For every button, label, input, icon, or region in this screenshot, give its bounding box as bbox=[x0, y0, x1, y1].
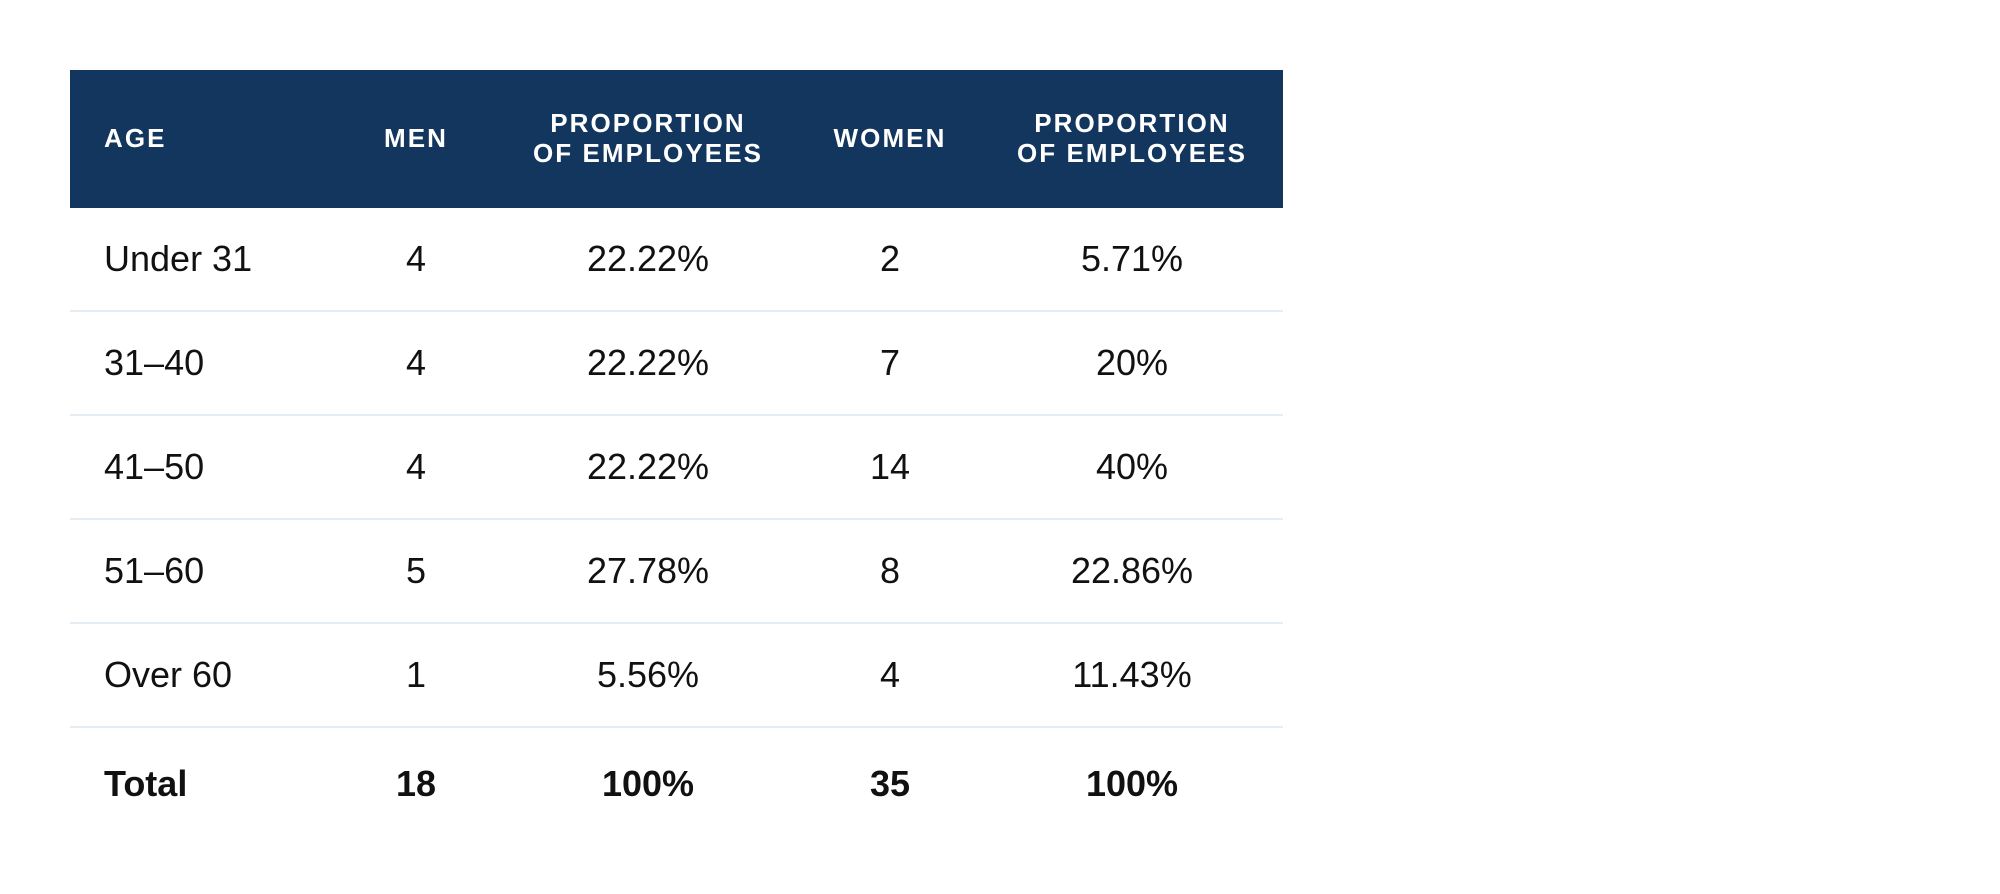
cell-women: 8 bbox=[799, 519, 981, 623]
cell-men-pct: 27.78% bbox=[497, 519, 799, 623]
cell-total-women-pct: 100% bbox=[981, 727, 1283, 840]
table-row: 41–50 4 22.22% 14 40% bbox=[70, 415, 1283, 519]
cell-men-pct: 22.22% bbox=[497, 415, 799, 519]
table-header-row: AGE MEN PROPORTIONOF EMPLOYEES WOMEN PRO… bbox=[70, 70, 1283, 208]
cell-women-pct: 11.43% bbox=[981, 623, 1283, 727]
cell-age: 51–60 bbox=[70, 519, 335, 623]
cell-women: 4 bbox=[799, 623, 981, 727]
col-header-men: MEN bbox=[335, 70, 497, 208]
table-row: Under 31 4 22.22% 2 5.71% bbox=[70, 208, 1283, 311]
table-row: 51–60 5 27.78% 8 22.86% bbox=[70, 519, 1283, 623]
table-row: 31–40 4 22.22% 7 20% bbox=[70, 311, 1283, 415]
employee-age-table: AGE MEN PROPORTIONOF EMPLOYEES WOMEN PRO… bbox=[70, 70, 1283, 840]
table-total-row: Total 18 100% 35 100% bbox=[70, 727, 1283, 840]
cell-total-men-pct: 100% bbox=[497, 727, 799, 840]
cell-age: 41–50 bbox=[70, 415, 335, 519]
col-header-women-pct: PROPORTIONOF EMPLOYEES bbox=[981, 70, 1283, 208]
cell-total-men: 18 bbox=[335, 727, 497, 840]
cell-women-pct: 20% bbox=[981, 311, 1283, 415]
cell-women: 2 bbox=[799, 208, 981, 311]
cell-women-pct: 40% bbox=[981, 415, 1283, 519]
table-body: Under 31 4 22.22% 2 5.71% 31–40 4 22.22%… bbox=[70, 208, 1283, 840]
col-header-age: AGE bbox=[70, 70, 335, 208]
cell-women: 7 bbox=[799, 311, 981, 415]
cell-men: 4 bbox=[335, 311, 497, 415]
cell-men-pct: 5.56% bbox=[497, 623, 799, 727]
col-header-men-pct: PROPORTIONOF EMPLOYEES bbox=[497, 70, 799, 208]
cell-age: Over 60 bbox=[70, 623, 335, 727]
cell-men-pct: 22.22% bbox=[497, 208, 799, 311]
cell-women-pct: 22.86% bbox=[981, 519, 1283, 623]
cell-total-women: 35 bbox=[799, 727, 981, 840]
cell-men-pct: 22.22% bbox=[497, 311, 799, 415]
cell-men: 4 bbox=[335, 208, 497, 311]
cell-total-label: Total bbox=[70, 727, 335, 840]
table-row: Over 60 1 5.56% 4 11.43% bbox=[70, 623, 1283, 727]
cell-men: 5 bbox=[335, 519, 497, 623]
cell-men: 4 bbox=[335, 415, 497, 519]
cell-men: 1 bbox=[335, 623, 497, 727]
cell-age: Under 31 bbox=[70, 208, 335, 311]
table-header: AGE MEN PROPORTIONOF EMPLOYEES WOMEN PRO… bbox=[70, 70, 1283, 208]
col-header-women: WOMEN bbox=[799, 70, 981, 208]
cell-women-pct: 5.71% bbox=[981, 208, 1283, 311]
cell-women: 14 bbox=[799, 415, 981, 519]
cell-age: 31–40 bbox=[70, 311, 335, 415]
